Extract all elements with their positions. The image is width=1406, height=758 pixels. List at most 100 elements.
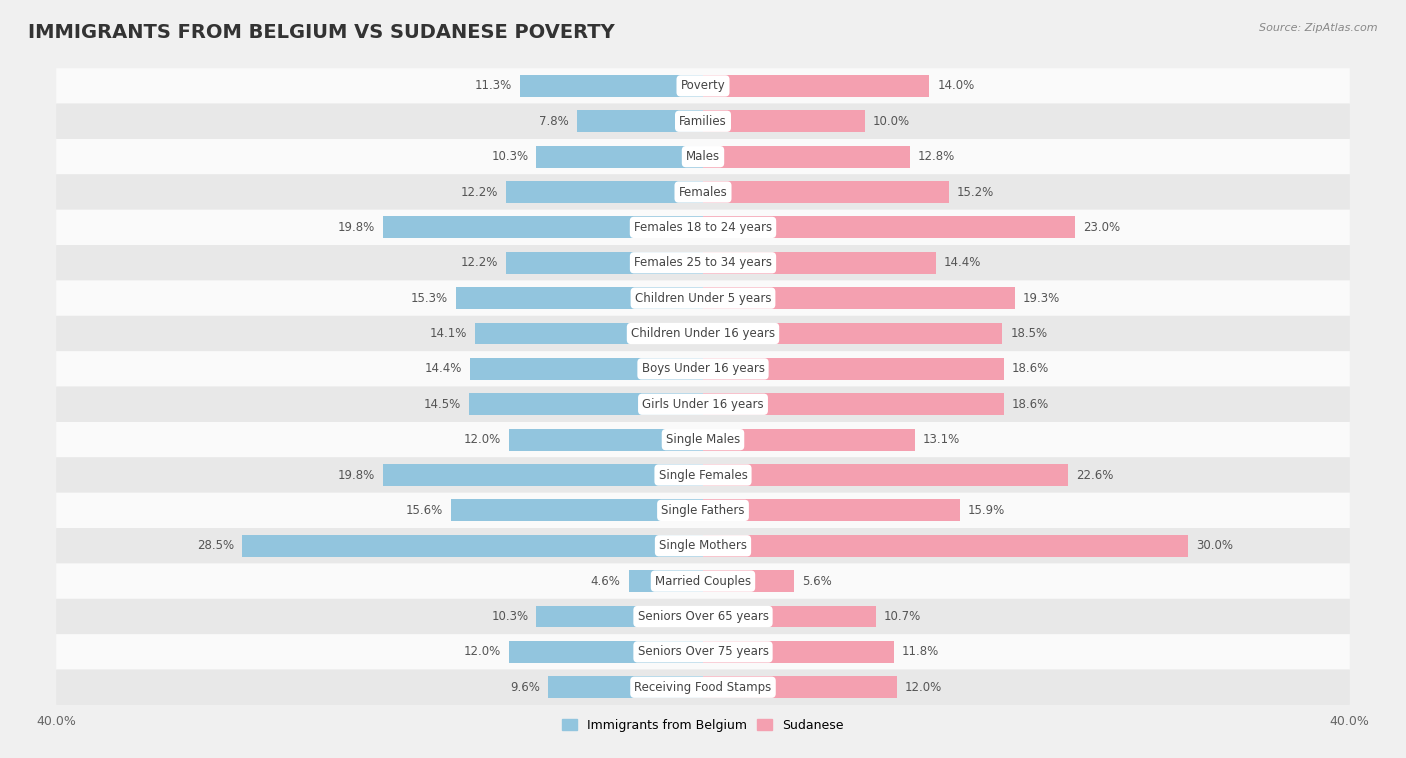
Text: 18.6%: 18.6% [1012,398,1049,411]
Text: 22.6%: 22.6% [1077,468,1114,481]
Text: Married Couples: Married Couples [655,575,751,587]
Text: 19.8%: 19.8% [337,221,375,234]
FancyBboxPatch shape [56,316,1350,351]
Text: 14.1%: 14.1% [430,327,467,340]
FancyBboxPatch shape [56,139,1350,174]
FancyBboxPatch shape [56,563,1350,599]
Text: Seniors Over 65 years: Seniors Over 65 years [637,610,769,623]
Bar [242,535,703,556]
Bar [703,570,793,592]
Text: 12.0%: 12.0% [464,645,501,659]
Bar [703,287,1015,309]
Text: 10.0%: 10.0% [873,114,910,128]
Text: Children Under 5 years: Children Under 5 years [634,292,772,305]
Text: Females 18 to 24 years: Females 18 to 24 years [634,221,772,234]
Text: 14.5%: 14.5% [423,398,461,411]
FancyBboxPatch shape [56,422,1350,457]
Text: 12.0%: 12.0% [464,433,501,446]
Bar [703,535,1188,556]
Text: Girls Under 16 years: Girls Under 16 years [643,398,763,411]
Bar [628,570,703,592]
Bar [703,75,929,97]
Text: Seniors Over 75 years: Seniors Over 75 years [637,645,769,659]
Bar [703,393,1004,415]
Text: 12.2%: 12.2% [460,256,498,269]
Bar [703,111,865,132]
Bar [537,146,703,168]
Bar [703,323,1002,344]
FancyBboxPatch shape [56,634,1350,669]
FancyBboxPatch shape [56,599,1350,634]
Text: Boys Under 16 years: Boys Under 16 years [641,362,765,375]
Text: 14.4%: 14.4% [425,362,463,375]
FancyBboxPatch shape [56,669,1350,705]
Bar [520,75,703,97]
Text: 18.5%: 18.5% [1010,327,1047,340]
Text: 19.3%: 19.3% [1024,292,1060,305]
Bar [703,676,897,698]
Bar [456,287,703,309]
Bar [703,217,1074,238]
Text: 10.7%: 10.7% [884,610,921,623]
Text: 28.5%: 28.5% [197,539,233,553]
FancyBboxPatch shape [56,280,1350,316]
Bar [451,500,703,522]
Bar [506,252,703,274]
Text: 23.0%: 23.0% [1083,221,1121,234]
Bar [703,358,1004,380]
Bar [703,252,936,274]
Text: Females: Females [679,186,727,199]
Bar [548,676,703,698]
FancyBboxPatch shape [56,174,1350,210]
Text: 12.0%: 12.0% [905,681,942,694]
Text: 12.2%: 12.2% [460,186,498,199]
Text: 18.6%: 18.6% [1012,362,1049,375]
Text: 4.6%: 4.6% [591,575,620,587]
Bar [509,641,703,662]
FancyBboxPatch shape [56,351,1350,387]
FancyBboxPatch shape [56,68,1350,104]
FancyBboxPatch shape [56,104,1350,139]
Bar [703,500,960,522]
FancyBboxPatch shape [56,493,1350,528]
Text: 5.6%: 5.6% [801,575,831,587]
Text: Families: Families [679,114,727,128]
Text: Males: Males [686,150,720,163]
Bar [703,181,949,203]
Text: Single Females: Single Females [658,468,748,481]
Bar [382,217,703,238]
Text: Poverty: Poverty [681,80,725,92]
Text: Single Fathers: Single Fathers [661,504,745,517]
Bar [576,111,703,132]
Text: 9.6%: 9.6% [510,681,540,694]
Text: 11.3%: 11.3% [475,80,512,92]
Text: 14.0%: 14.0% [938,80,974,92]
Bar [703,429,915,450]
Bar [509,429,703,450]
Text: Single Mothers: Single Mothers [659,539,747,553]
Text: 15.2%: 15.2% [957,186,994,199]
Bar [468,393,703,415]
FancyBboxPatch shape [56,245,1350,280]
Text: 13.1%: 13.1% [922,433,960,446]
Text: Single Males: Single Males [666,433,740,446]
Text: 15.9%: 15.9% [969,504,1005,517]
Bar [382,464,703,486]
Text: 15.3%: 15.3% [411,292,447,305]
Text: Source: ZipAtlas.com: Source: ZipAtlas.com [1260,23,1378,33]
Bar [470,358,703,380]
Text: 30.0%: 30.0% [1197,539,1233,553]
Text: 19.8%: 19.8% [337,468,375,481]
Bar [703,606,876,628]
Bar [703,464,1069,486]
FancyBboxPatch shape [56,457,1350,493]
Text: 12.8%: 12.8% [918,150,955,163]
Text: Children Under 16 years: Children Under 16 years [631,327,775,340]
Text: 11.8%: 11.8% [901,645,939,659]
Bar [703,641,894,662]
FancyBboxPatch shape [56,210,1350,245]
Bar [475,323,703,344]
Text: 14.4%: 14.4% [943,256,981,269]
Text: Females 25 to 34 years: Females 25 to 34 years [634,256,772,269]
Bar [537,606,703,628]
